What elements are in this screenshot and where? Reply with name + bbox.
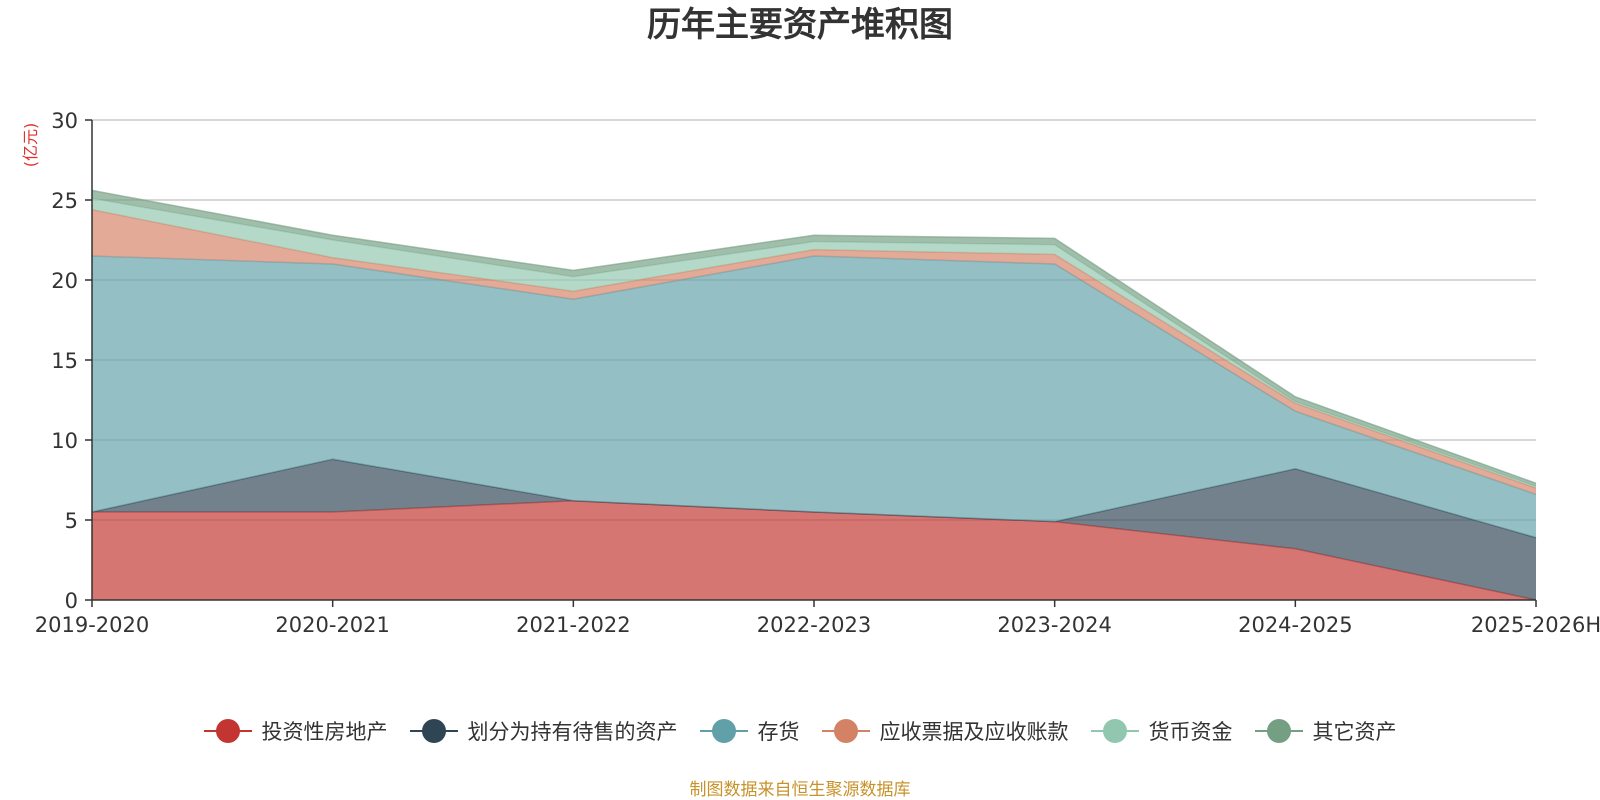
legend-marker-icon (409, 719, 458, 743)
y-tick-label: 5 (65, 509, 78, 533)
x-tick-label: 2024-2025 (1238, 613, 1352, 637)
y-tick-label: 0 (65, 589, 78, 613)
area-series (91, 189, 1537, 601)
legend-label: 货币资金 (1148, 720, 1233, 744)
x-tick-label: 2025-2026H (1471, 613, 1600, 637)
y-tick-label: 15 (51, 349, 78, 373)
legend-marker-icon (699, 719, 748, 743)
y-tick-label: 25 (51, 189, 78, 213)
series-top-line-其它资产 (91, 189, 1537, 484)
legend-label: 存货 (757, 720, 800, 744)
legend-label: 应收票据及应收账款 (879, 720, 1069, 744)
area-投资性房地产 (92, 500, 1536, 600)
y-tick-label: 10 (51, 429, 78, 453)
axes: 0 5 10 15 20 25 30 2019-2020 2020-2021 2021-2022 2… (35, 109, 1600, 637)
legend-marker-icon (821, 719, 870, 743)
chart-title: 历年主要资产堆积图 (647, 5, 953, 45)
area-应收票据及应收账款 (92, 209, 1536, 495)
legend-marker-icon (203, 719, 252, 743)
legend-item[interactable]: 货币资金 (1090, 716, 1233, 746)
area-存货 (92, 256, 1536, 538)
legend-label: 划分为持有待售的资产 (467, 720, 678, 744)
y-axis-unit-label: (亿元) (21, 123, 40, 168)
x-tick-label: 2021-2022 (516, 613, 630, 637)
x-tick-label: 2020-2021 (275, 613, 389, 637)
area-其它资产 (92, 190, 1536, 487)
x-tick-label: 2023-2024 (997, 613, 1111, 637)
x-tick-label: 2019-2020 (35, 613, 149, 637)
legend-marker-icon (1090, 719, 1139, 743)
y-tick-label: 30 (51, 109, 78, 133)
area-划分为持有待售的资产 (92, 459, 1536, 600)
legend-marker-icon (1254, 719, 1303, 743)
legend-item[interactable]: 投资性房地产 (203, 716, 388, 746)
legend: 投资性房地产 划分为持有待售的资产 存货 应收票据及应收账款 货币资金 其它资产 (0, 716, 1600, 746)
legend-label: 其它资产 (1312, 720, 1397, 744)
legend-item[interactable]: 划分为持有待售的资产 (409, 716, 678, 746)
area-货币资金 (92, 198, 1536, 488)
source-note: 制图数据来自恒生聚源数据库 (689, 780, 911, 800)
legend-item[interactable]: 其它资产 (1254, 716, 1397, 746)
legend-item[interactable]: 应收票据及应收账款 (821, 716, 1069, 746)
y-tick-label: 20 (51, 269, 78, 293)
x-tick-label: 2022-2023 (757, 613, 871, 637)
legend-item[interactable]: 存货 (699, 716, 800, 746)
legend-label: 投资性房地产 (261, 720, 388, 744)
